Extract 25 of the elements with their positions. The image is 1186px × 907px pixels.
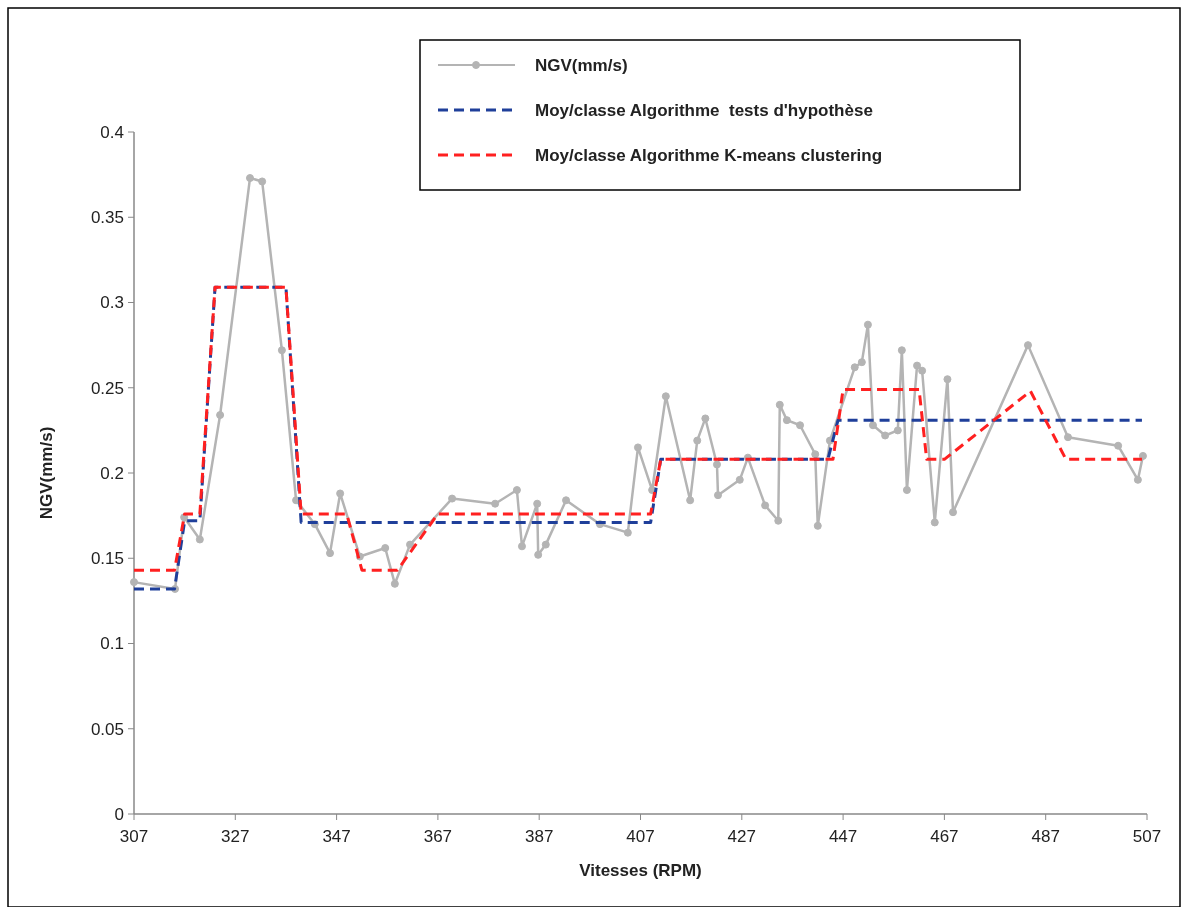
y-tick-label: 0.3 (100, 293, 124, 313)
y-tick-label: 0.25 (90, 378, 124, 398)
x-tick-label: 487 (1031, 827, 1060, 846)
y-tick-label: 0.4 (100, 122, 124, 142)
y-tick-label: 0.1 (100, 634, 124, 654)
y-tick-label: 0.15 (90, 549, 124, 569)
y-tick-label: 0 (114, 804, 124, 824)
x-tick-label: 307 (119, 827, 149, 846)
x-tick-label: 427 (727, 827, 756, 846)
y-axis-title: NGV(mm/s) (37, 426, 56, 520)
legend-label: Moy/classe Algorithme tests d'hypothèse (535, 100, 873, 120)
x-tick-label: 387 (525, 827, 554, 846)
legend-label: Moy/classe Algorithme K-means clustering (535, 145, 883, 165)
legend-label: NGV(mm/s) (535, 55, 628, 75)
x-tick-label: 327 (221, 827, 250, 846)
y-tick-label: 0.2 (100, 463, 124, 483)
x-tick-label: 347 (322, 827, 351, 846)
x-axis-title: Vitesses (RPM) (579, 861, 702, 880)
x-tick-label: 467 (930, 827, 959, 846)
x-tick-label: 407 (626, 827, 655, 846)
y-tick-label: 0.35 (90, 208, 124, 228)
x-tick-label: 507 (1132, 827, 1162, 846)
x-tick-label: 447 (828, 827, 858, 846)
x-tick-label: 367 (423, 827, 453, 846)
y-tick-label: 0.05 (90, 719, 124, 739)
